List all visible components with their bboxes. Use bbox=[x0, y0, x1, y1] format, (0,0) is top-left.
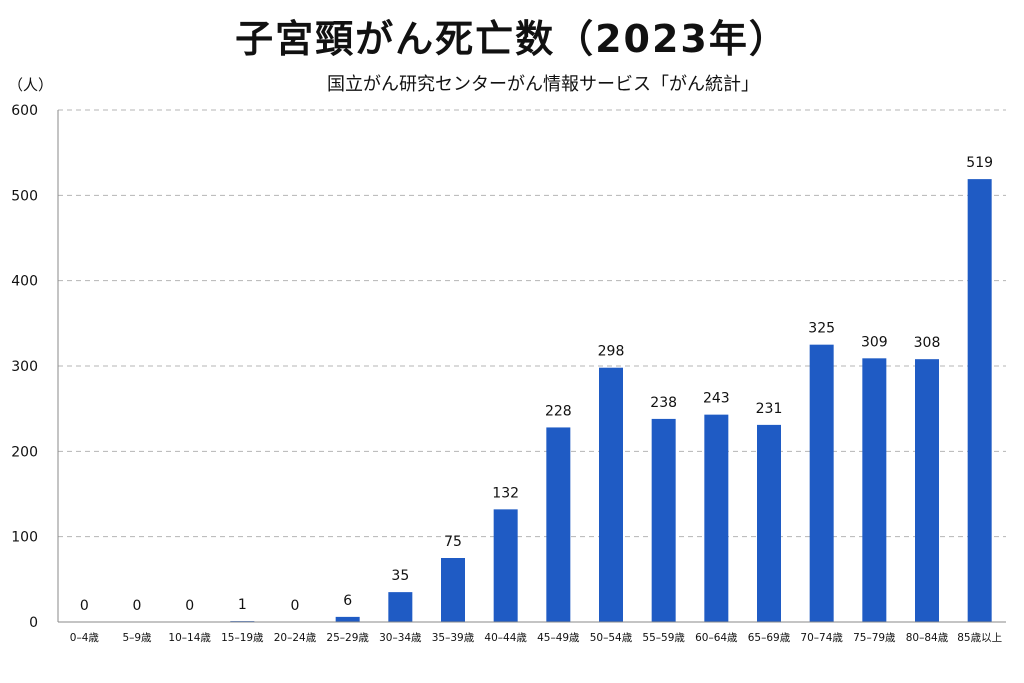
bar bbox=[704, 414, 729, 622]
x-tick-label: 5–9歳 bbox=[122, 632, 152, 644]
data-label: 1 bbox=[238, 597, 247, 613]
data-label: 0 bbox=[185, 598, 194, 614]
data-label: 75 bbox=[444, 534, 462, 550]
x-tick-label: 65–69歳 bbox=[748, 632, 791, 644]
data-label: 228 bbox=[545, 403, 572, 419]
data-label: 0 bbox=[291, 598, 300, 614]
data-label: 308 bbox=[914, 335, 941, 351]
y-tick-label: 100 bbox=[11, 530, 38, 546]
y-tick-label: 200 bbox=[11, 444, 38, 460]
x-tick-label: 80–84歳 bbox=[906, 632, 949, 644]
bar bbox=[493, 509, 518, 622]
y-tick-label: 300 bbox=[11, 359, 38, 375]
data-label: 0 bbox=[133, 598, 142, 614]
x-tick-label: 70–74歳 bbox=[800, 632, 843, 644]
chart-title: 子宮頸がん死亡数（2023年） bbox=[235, 17, 789, 61]
x-tick-label: 55–59歳 bbox=[642, 632, 685, 644]
y-axis-unit-label: （人） bbox=[8, 76, 54, 94]
bar bbox=[441, 558, 465, 622]
bars bbox=[230, 179, 992, 622]
x-tick-label: 25–29歳 bbox=[326, 632, 369, 644]
y-tick-label: 0 bbox=[29, 615, 38, 631]
y-tick-label: 500 bbox=[11, 188, 38, 204]
data-label: 243 bbox=[703, 391, 730, 407]
x-tick-label: 10–14歳 bbox=[168, 632, 211, 644]
x-tick-label: 40–44歳 bbox=[484, 632, 527, 644]
bar bbox=[335, 616, 360, 622]
data-label: 35 bbox=[391, 568, 409, 584]
bar bbox=[651, 418, 676, 622]
data-label: 6 bbox=[343, 593, 352, 609]
y-tick-label: 400 bbox=[11, 274, 38, 290]
data-label: 132 bbox=[492, 485, 519, 501]
bar bbox=[388, 592, 413, 622]
data-label: 231 bbox=[756, 401, 783, 417]
y-tick-label: 600 bbox=[11, 103, 38, 119]
bar bbox=[599, 367, 623, 622]
data-label: 309 bbox=[861, 334, 888, 350]
x-tick-label: 50–54歳 bbox=[590, 632, 633, 644]
x-tick-label: 30–34歳 bbox=[379, 632, 422, 644]
bar bbox=[915, 359, 939, 622]
data-label: 325 bbox=[808, 321, 835, 337]
x-tick-label: 15–19歳 bbox=[221, 632, 264, 644]
data-label: 298 bbox=[598, 344, 625, 360]
bar bbox=[757, 424, 781, 622]
bar bbox=[862, 358, 887, 622]
data-label: 519 bbox=[966, 155, 993, 171]
x-tick-label: 60–64歳 bbox=[695, 632, 738, 644]
x-tick-label: 85歳以上 bbox=[957, 632, 1002, 644]
x-tick-label: 35–39歳 bbox=[432, 632, 475, 644]
data-label: 0 bbox=[80, 598, 89, 614]
x-tick-label: 75–79歳 bbox=[853, 632, 896, 644]
x-tick-label: 20–24歳 bbox=[274, 632, 317, 644]
chart-subtitle: 国立がん研究センターがん情報サービス「がん統計」 bbox=[327, 74, 759, 95]
x-tick-label: 45–49歳 bbox=[537, 632, 580, 644]
data-labels: 0 0 0 1 0 6 35 75 132 228 298 238 243 231 325 309 308 519 bbox=[80, 155, 993, 614]
bar bbox=[967, 179, 992, 622]
x-tick-label: 0–4歳 bbox=[70, 632, 100, 644]
bar bbox=[809, 344, 834, 622]
data-label: 238 bbox=[650, 395, 677, 411]
bar bbox=[546, 427, 571, 622]
